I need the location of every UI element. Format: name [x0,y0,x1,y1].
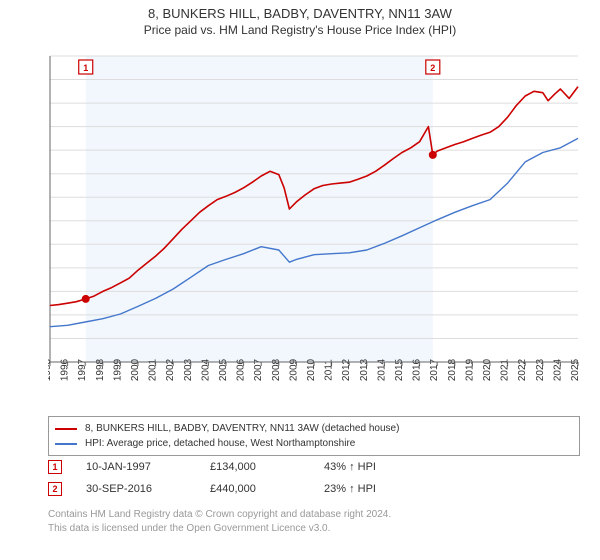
line-chart-svg: £0£50K£100K£150K£200K£250K£300K£350K£400… [48,48,580,408]
marker-price: £440,000 [210,483,300,495]
legend-swatch [55,443,77,445]
marker-date: 30-SEP-2016 [86,483,186,495]
legend-box: 8, BUNKERS HILL, BADBY, DAVENTRY, NN11 3… [48,416,580,456]
markers-table: 1 10-JAN-1997 £134,000 43% ↑ HPI 2 30-SEP-201… [48,456,580,500]
legend-row: HPI: Average price, detached house, West… [55,436,573,451]
marker-hpi: 43% ↑ HPI [324,461,414,473]
svg-text:1: 1 [83,63,88,73]
legend-label: 8, BUNKERS HILL, BADBY, DAVENTRY, NN11 3… [85,421,399,436]
marker-hpi: 23% ↑ HPI [324,483,414,495]
chart-subtitle: Price paid vs. HM Land Registry's House … [0,23,600,37]
legend-row: 8, BUNKERS HILL, BADBY, DAVENTRY, NN11 3… [55,421,573,436]
marker-price: £134,000 [210,461,300,473]
chart-area: £0£50K£100K£150K£200K£250K£300K£350K£400… [48,48,580,408]
marker-badge: 2 [48,482,62,496]
svg-text:2: 2 [430,63,435,73]
chart-title: 8, BUNKERS HILL, BADBY, DAVENTRY, NN11 3… [0,6,600,21]
marker-date: 10-JAN-1997 [86,461,186,473]
chart-container: 8, BUNKERS HILL, BADBY, DAVENTRY, NN11 3… [0,0,600,560]
title-block: 8, BUNKERS HILL, BADBY, DAVENTRY, NN11 3… [0,0,600,37]
legend-label: HPI: Average price, detached house, West… [85,436,355,451]
footer-attribution: Contains HM Land Registry data © Crown c… [48,508,580,535]
legend-swatch [55,428,77,430]
marker-badge: 1 [48,460,62,474]
marker-row: 1 10-JAN-1997 £134,000 43% ↑ HPI [48,456,580,478]
footer-line1: Contains HM Land Registry data © Crown c… [48,508,580,522]
footer-line2: This data is licensed under the Open Gov… [48,522,580,536]
marker-row: 2 30-SEP-2016 £440,000 23% ↑ HPI [48,478,580,500]
